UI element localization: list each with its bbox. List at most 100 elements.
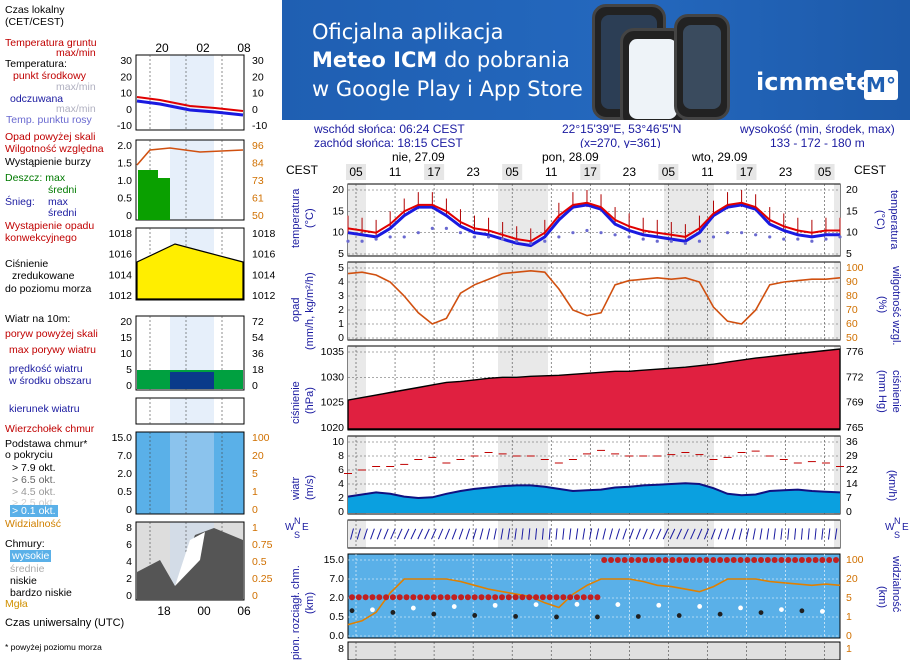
dew-point-dot — [754, 233, 758, 237]
y-tick-left: 0 — [338, 332, 344, 344]
night-band — [834, 184, 840, 256]
wind-direction-arrow — [696, 528, 703, 540]
cloud-top-dot — [349, 594, 355, 601]
cloud-top-dot — [683, 557, 690, 563]
mini-tick-right: 18 — [252, 364, 264, 376]
wind-direction-arrow — [507, 528, 511, 540]
cloud-top-dot — [580, 594, 587, 601]
mini-tick-left: 1.5 — [117, 158, 132, 170]
compass-e-left: E — [302, 522, 309, 533]
altitude-values: 133 - 172 - 180 m — [770, 136, 865, 150]
mini-tick-right: 61 — [252, 193, 264, 205]
wind-direction-arrow — [424, 528, 430, 540]
legend-okt65: > 6.5 okt. — [12, 474, 56, 486]
legend-opad-powyzej: Opad powyżej skali — [5, 131, 96, 143]
wind-direction-arrow — [834, 528, 838, 540]
dew-point-dot — [388, 235, 392, 239]
cloud-top-dot — [601, 557, 608, 563]
app-promo-banner[interactable]: Oficjalna aplikacja Meteo ICM do pobrani… — [282, 0, 910, 120]
y-tick-right: 80 — [846, 290, 858, 302]
wind-direction-arrow — [690, 528, 696, 540]
cloud-top-dot — [628, 557, 635, 563]
wind-direction-arrow — [821, 528, 824, 540]
legend-wiatr-10m: Wiatr na 10m: — [5, 313, 71, 325]
cloud-top-dot — [833, 557, 839, 563]
mini-temp-mid — [136, 96, 244, 112]
dew-point-dot — [782, 237, 786, 241]
mini-tick-left: 8 — [126, 522, 132, 534]
wind-line — [347, 482, 841, 500]
pressure-area — [347, 348, 841, 430]
hour-cell — [424, 164, 445, 180]
wind-direction-arrow — [528, 528, 531, 540]
mini-tick-left: 10 — [120, 348, 132, 360]
cloud-base-dot — [676, 613, 682, 618]
label-temperatura: temperatura — [290, 188, 302, 248]
compass-w-right: W — [885, 522, 895, 533]
legend-temp-gruntu: Temperatura gruntu — [5, 37, 97, 49]
wind-direction-arrow — [410, 528, 417, 540]
mini-temp-feel — [136, 99, 244, 117]
dew-point-dot — [627, 235, 631, 239]
cloud-base-dot — [615, 602, 621, 607]
wind-direction-arrow — [800, 528, 803, 540]
cloud-top-dot — [798, 557, 805, 563]
mini-tick-left: 1.0 — [117, 175, 132, 187]
cloud-top-dot — [458, 594, 465, 601]
y-tick-left: 10 — [332, 227, 344, 239]
dew-point-dot — [613, 233, 617, 237]
mini-tick-left: 1016 — [109, 249, 133, 261]
cloud-top-dot — [498, 594, 505, 601]
dew-point-dot — [599, 231, 603, 235]
cloud-top-dot — [614, 557, 621, 563]
wind-direction-arrow — [500, 528, 504, 540]
label-cisnienie-right: ciśnienie — [890, 370, 902, 413]
y-tick-right: 90 — [846, 276, 858, 288]
wind-direction-arrow — [582, 528, 586, 540]
mini-tick-left: 1012 — [109, 290, 133, 302]
mini-tick-right: 20 — [252, 71, 264, 83]
mini-cloud-shade — [170, 432, 214, 514]
wind-direction-arrow — [431, 528, 437, 540]
cloud-base-dot — [738, 605, 743, 611]
mini-tick-right: 1014 — [252, 269, 276, 281]
label-km-right: (km) — [876, 586, 888, 608]
y-tick-left: 1025 — [321, 397, 345, 409]
mini-tick-right: 1 — [252, 486, 258, 498]
cloud-top-dot — [778, 557, 785, 563]
hour-label: 05 — [818, 165, 832, 179]
label-opad-unit: (mm/h, kg/m²/h) — [304, 272, 316, 350]
cloud-top-dot — [519, 594, 526, 601]
mini-wind-area-night — [170, 372, 214, 389]
wind-direction-arrow — [555, 528, 558, 540]
hour-label: 11 — [701, 165, 714, 179]
cloud-base-dot — [595, 614, 600, 620]
cloud-top-dot — [560, 594, 567, 601]
cest-label-right: CEST — [854, 163, 887, 177]
panel-temp — [347, 183, 841, 257]
cloud-top-dot — [662, 557, 669, 563]
cloud-top-dot — [389, 594, 396, 601]
legend-okt79: > 7.9 okt. — [12, 462, 56, 474]
hour-cell — [463, 164, 484, 180]
y-tick-right: 22 — [846, 464, 858, 476]
y-tick-right: 765 — [846, 422, 864, 434]
mini-tick-right: 100 — [252, 432, 270, 444]
legend-cet-cest: (CET/CEST) — [5, 16, 64, 28]
mini-tick-left: 30 — [120, 55, 132, 67]
legend-powyzej-poziomu: * powyżej poziomu morza — [5, 642, 102, 652]
wind-direction-arrow — [759, 528, 763, 540]
wind-direction-arrow — [629, 528, 634, 540]
cloud-top-dot — [608, 557, 615, 563]
mini-pressure-area — [136, 243, 244, 300]
mini-rain-bar2 — [158, 178, 170, 220]
dew-point-dot — [346, 239, 350, 243]
y-tick-right: 776 — [846, 346, 864, 358]
y-tick-left: 3 — [338, 290, 344, 302]
legend-max-porywy: max porywy wiatru — [9, 344, 96, 356]
mini-temp — [135, 54, 245, 131]
cloud-top-dot — [478, 594, 485, 601]
y-tick-right: 14 — [846, 478, 858, 490]
